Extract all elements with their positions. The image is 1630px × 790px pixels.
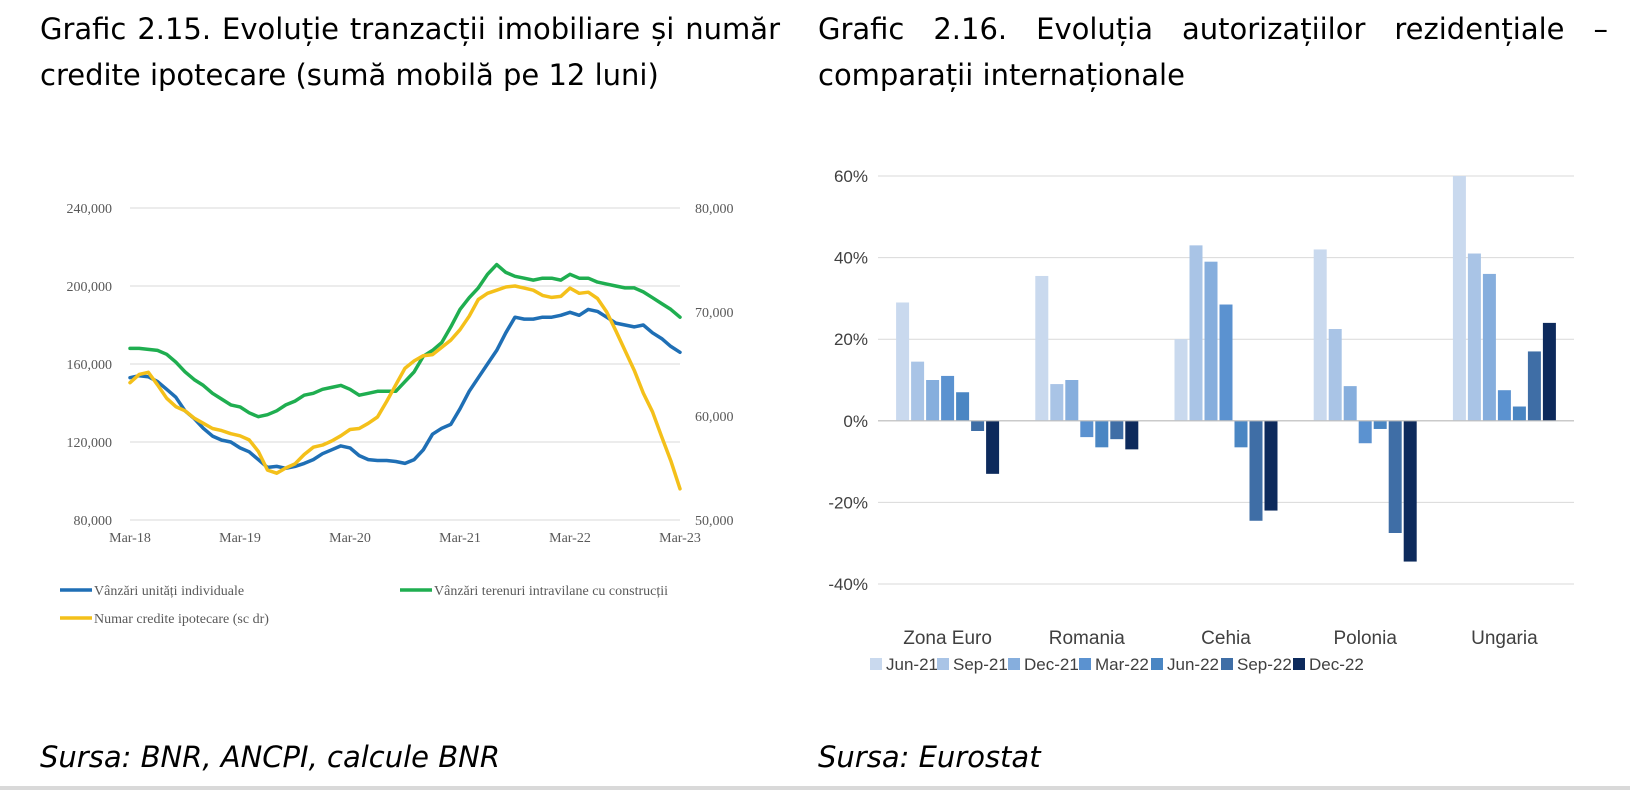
bar (1125, 420, 1139, 450)
y-right-tick-label: 80,000 (695, 202, 734, 217)
bar (1343, 386, 1357, 421)
legend-swatch (1008, 658, 1020, 670)
y-left-tick-label: 120,000 (67, 436, 113, 451)
y-right-tick-label: 60,000 (695, 410, 734, 425)
bar (1249, 420, 1263, 521)
y-tick-label: 20% (834, 330, 868, 349)
legend-label: Jun-21 (886, 655, 938, 674)
y-tick-label: 40% (834, 249, 868, 268)
y-tick-label: 60% (834, 167, 868, 186)
category-label: Romania (1049, 628, 1125, 649)
legend-label: Mar-22 (1095, 655, 1149, 674)
bar (1497, 390, 1511, 421)
legend-label: Vânzări unități individuale (94, 584, 244, 599)
y-left-tick-label: 200,000 (67, 280, 113, 295)
legend-label: Dec-21 (1024, 655, 1079, 674)
source-note-left: Sursa: BNR, ANCPI, calcule BNR (40, 740, 500, 774)
bar (986, 420, 1000, 474)
series-line (128, 307, 682, 471)
legend-swatch (1079, 658, 1091, 670)
bar (1358, 420, 1372, 444)
bar (1542, 322, 1556, 421)
bar (1328, 329, 1342, 421)
bar (1095, 420, 1109, 448)
x-tick-label: Mar-20 (329, 531, 371, 546)
x-tick-label: Mar-18 (109, 531, 151, 546)
legend-swatch (1293, 658, 1305, 670)
y-tick-label: 0% (843, 412, 868, 431)
legend-swatch (870, 658, 882, 670)
y-right-tick-label: 70,000 (695, 306, 734, 321)
bar (1452, 176, 1466, 421)
bar (1467, 253, 1481, 421)
bar (1065, 380, 1079, 421)
bar (1482, 273, 1496, 421)
legend-label: Dec-22 (1309, 655, 1364, 674)
x-tick-label: Mar-21 (439, 531, 481, 546)
line-chart-transactions: 80,000 120,000 160,000 200,000 240,000 50,000… (60, 202, 734, 627)
bar (926, 380, 940, 421)
bar (896, 302, 910, 421)
bar (1313, 249, 1327, 421)
legend-swatch (1221, 658, 1233, 670)
chart-title-right: Grafic 2.16. Evoluția autorizațiilor rez… (818, 12, 1608, 92)
bar (1050, 384, 1064, 421)
bar (1512, 406, 1526, 421)
category-label: Polonia (1334, 628, 1398, 649)
bar (1110, 420, 1124, 440)
bar (1219, 304, 1233, 421)
y-tick-label: -20% (828, 493, 868, 512)
bar (1174, 339, 1188, 421)
bar (941, 375, 955, 421)
bar (1204, 261, 1218, 421)
legend-swatch (937, 658, 949, 670)
bar (1388, 420, 1402, 533)
bar (956, 392, 970, 421)
bar (1080, 420, 1094, 438)
legend-label: Numar credite ipotecare (sc dr) (94, 612, 269, 627)
y-left-tick-label: 160,000 (67, 358, 113, 373)
bar (911, 361, 925, 421)
source-note-right: Sursa: Eurostat (818, 740, 1041, 774)
category-label: Zona Euro (903, 628, 992, 649)
bar (1264, 420, 1278, 511)
x-tick-label: Mar-19 (219, 531, 261, 546)
y-tick-label: -40% (828, 575, 868, 594)
series-line (128, 284, 682, 491)
page-bottom-rule (0, 786, 1630, 790)
bar-chart-residential-permits: -40% -20% 0% 20% 40% 60% Zona Euro Romania Cehia… (828, 167, 1574, 674)
legend-label: Jun-22 (1167, 655, 1219, 674)
series-line (128, 262, 682, 419)
legend-label: Sep-21 (953, 655, 1008, 674)
bar (1527, 351, 1541, 421)
bar (1189, 245, 1203, 421)
chart-title-left: Grafic 2.15. Evoluție tranzacții imobili… (40, 12, 780, 92)
y-left-tick-label: 240,000 (67, 202, 113, 217)
bar (971, 420, 985, 431)
category-label: Ungaria (1471, 628, 1538, 649)
category-label: Cehia (1201, 628, 1251, 649)
y-left-tick-label: 80,000 (74, 514, 113, 529)
x-tick-label: Mar-23 (659, 531, 701, 546)
bar (1373, 420, 1387, 429)
y-right-tick-label: 50,000 (695, 514, 734, 529)
legend-label: Sep-22 (1237, 655, 1292, 674)
x-tick-label: Mar-22 (549, 531, 591, 546)
legend-label: Vânzări terenuri intravilane cu construc… (434, 584, 668, 599)
bar (1035, 275, 1049, 421)
bar (1234, 420, 1248, 448)
legend-swatch (1151, 658, 1163, 670)
bar (1403, 420, 1417, 562)
